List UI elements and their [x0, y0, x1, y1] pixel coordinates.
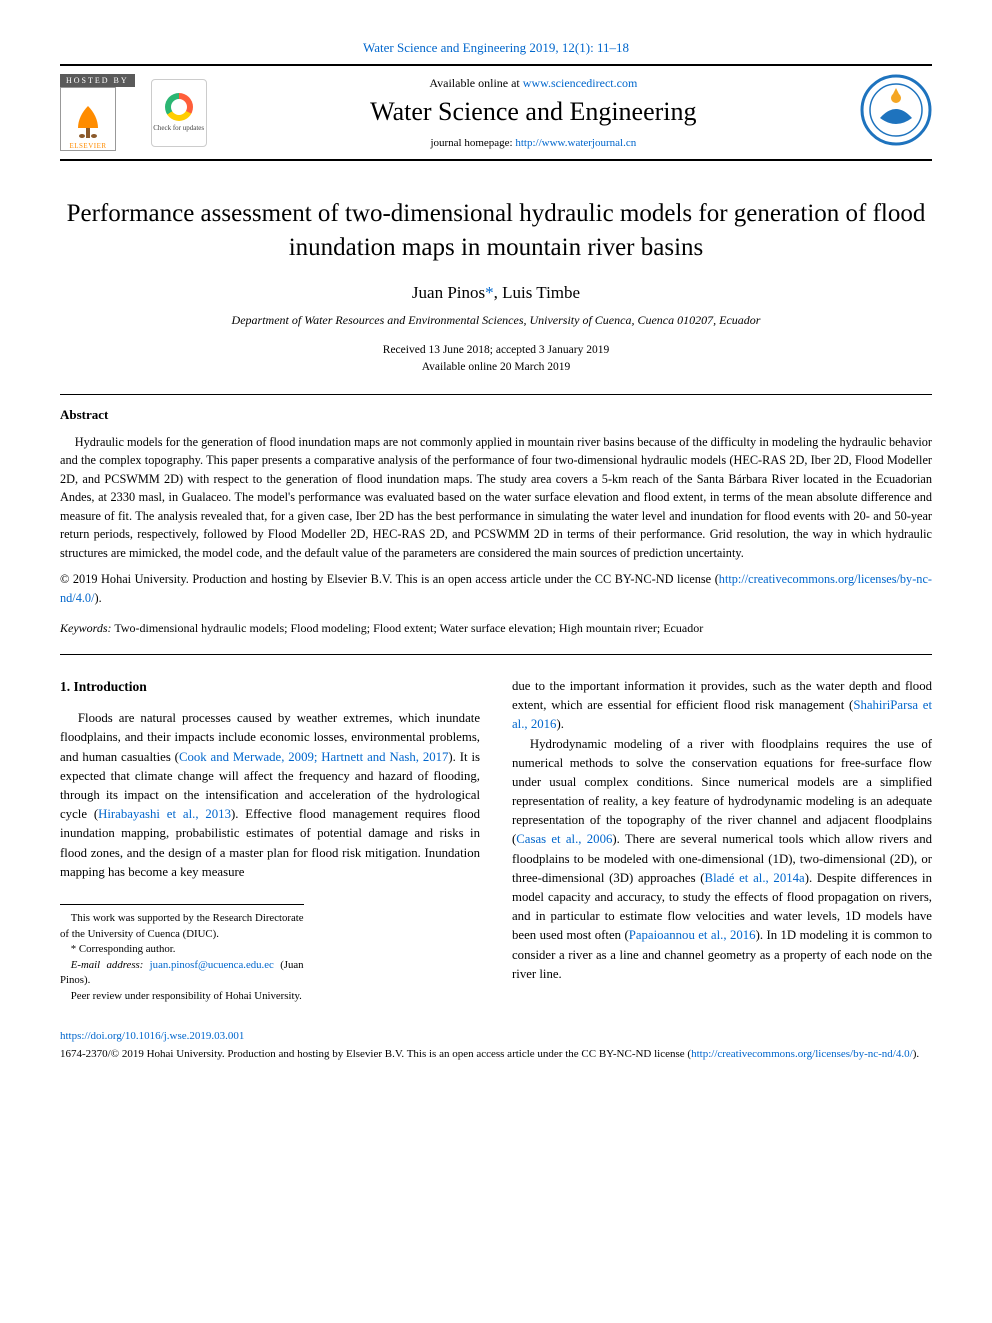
- journal-seal-icon: [860, 74, 932, 146]
- abstract-section: Abstract Hydraulic models for the genera…: [60, 407, 932, 636]
- running-head-citation: Water Science and Engineering 2019, 12(1…: [60, 40, 932, 56]
- homepage-prefix: journal homepage:: [430, 137, 515, 149]
- cite-blade[interactable]: Bladé et al., 2014a: [705, 871, 805, 885]
- header-center-group: Available online at www.sciencedirect.co…: [207, 76, 860, 149]
- elsevier-logo: ELSEVIER: [60, 87, 116, 151]
- doi-link[interactable]: https://doi.org/10.1016/j.wse.2019.03.00…: [60, 1030, 244, 1042]
- header-left-group: HOSTED BY ELSEVIER Check for updates: [60, 74, 207, 151]
- author-list: Juan Pinos*, Luis Timbe: [60, 283, 932, 303]
- paper-title: Performance assessment of two-dimensiona…: [60, 197, 932, 265]
- elsevier-wordmark: ELSEVIER: [69, 142, 106, 150]
- sciencedirect-link[interactable]: www.sciencedirect.com: [523, 76, 638, 90]
- footnote-peer-review: Peer review under responsibility of Hoha…: [60, 989, 304, 1005]
- email-label: E-mail address:: [71, 959, 150, 971]
- footnote-corresponding: * Corresponding author.: [60, 942, 304, 958]
- keywords-line: Keywords: Two-dimensional hydraulic mode…: [60, 621, 932, 636]
- right-column: due to the important information it prov…: [512, 677, 932, 1005]
- abstract-heading: Abstract: [60, 407, 932, 423]
- journal-name: Water Science and Engineering: [207, 97, 860, 127]
- hosted-by-badge: HOSTED BY: [60, 74, 135, 87]
- elsevier-tree-icon: [68, 102, 108, 142]
- cite-casas[interactable]: Casas et al., 2006: [516, 832, 612, 846]
- cite-papaioannou[interactable]: Papaioannou et al., 2016: [629, 928, 756, 942]
- author-1: Juan Pinos: [412, 283, 485, 302]
- footer-block: https://doi.org/10.1016/j.wse.2019.03.00…: [60, 1029, 932, 1063]
- crossmark-ring-icon: [165, 93, 193, 121]
- left-column: 1. Introduction Floods are natural proce…: [60, 677, 480, 1005]
- issn-copyright-line: 1674-2370/© 2019 Hohai University. Produ…: [60, 1047, 932, 1063]
- doi-line: https://doi.org/10.1016/j.wse.2019.03.00…: [60, 1029, 932, 1045]
- check-for-updates-badge[interactable]: Check for updates: [151, 79, 207, 147]
- rule-above-abstract: [60, 394, 932, 395]
- header-right-group: [860, 74, 932, 151]
- title-block: Performance assessment of two-dimensiona…: [60, 197, 932, 376]
- received-accepted-line: Received 13 June 2018; accepted 3 Januar…: [60, 342, 932, 359]
- author-2: Luis Timbe: [502, 283, 580, 302]
- section-1-heading: 1. Introduction: [60, 677, 480, 697]
- corresponding-asterisk: *: [485, 283, 494, 302]
- p0-post: ).: [556, 717, 563, 731]
- issn-pre: 1674-2370/© 2019 Hohai University. Produ…: [60, 1048, 691, 1060]
- footnotes-block: This work was supported by the Research …: [60, 904, 304, 1005]
- rp1-pre: Hydrodynamic modeling of a river with fl…: [512, 737, 932, 847]
- citation-link[interactable]: Water Science and Engineering 2019, 12(1…: [363, 40, 629, 55]
- cite-hirabayashi[interactable]: Hirabayashi et al., 2013: [98, 807, 231, 821]
- affiliation: Department of Water Resources and Enviro…: [60, 313, 932, 328]
- copyright-pre: © 2019 Hohai University. Production and …: [60, 572, 719, 586]
- available-online-line: Available online at www.sciencedirect.co…: [207, 76, 860, 91]
- available-online-prefix: Available online at: [429, 76, 522, 90]
- available-online-date: Available online 20 March 2019: [60, 359, 932, 376]
- check-updates-label: Check for updates: [153, 125, 204, 133]
- journal-homepage-line: journal homepage: http://www.waterjourna…: [207, 137, 860, 149]
- article-dates: Received 13 June 2018; accepted 3 Januar…: [60, 342, 932, 377]
- right-continuation-para: due to the important information it prov…: [512, 677, 932, 735]
- footnote-email: E-mail address: juan.pinosf@ucuenca.edu.…: [60, 958, 304, 989]
- corresponding-email-link[interactable]: juan.pinosf@ucuenca.edu.ec: [150, 959, 274, 971]
- issn-post: ).: [913, 1048, 919, 1060]
- footnote-funding: This work was supported by the Research …: [60, 911, 304, 942]
- abstract-body: Hydraulic models for the generation of f…: [60, 433, 932, 562]
- intro-para-1: Floods are natural processes caused by w…: [60, 709, 480, 882]
- journal-header: HOSTED BY ELSEVIER Check for updates Ava…: [60, 64, 932, 161]
- keywords-label: Keywords:: [60, 621, 112, 635]
- hosted-by-elsevier-block: HOSTED BY ELSEVIER: [60, 74, 135, 151]
- author-separator: ,: [494, 283, 503, 302]
- cite-cook-merwade[interactable]: Cook and Merwade, 2009; Hartnett and Nas…: [179, 750, 448, 764]
- copyright-post: ).: [95, 591, 102, 605]
- right-para-2: Hydrodynamic modeling of a river with fl…: [512, 735, 932, 984]
- keywords-text: Two-dimensional hydraulic models; Flood …: [112, 621, 704, 635]
- rule-below-abstract: [60, 654, 932, 655]
- body-two-column: 1. Introduction Floods are natural proce…: [60, 677, 932, 1005]
- journal-homepage-link[interactable]: http://www.waterjournal.cn: [515, 137, 636, 149]
- footer-cc-link[interactable]: http://creativecommons.org/licenses/by-n…: [691, 1048, 913, 1060]
- abstract-copyright: © 2019 Hohai University. Production and …: [60, 570, 932, 607]
